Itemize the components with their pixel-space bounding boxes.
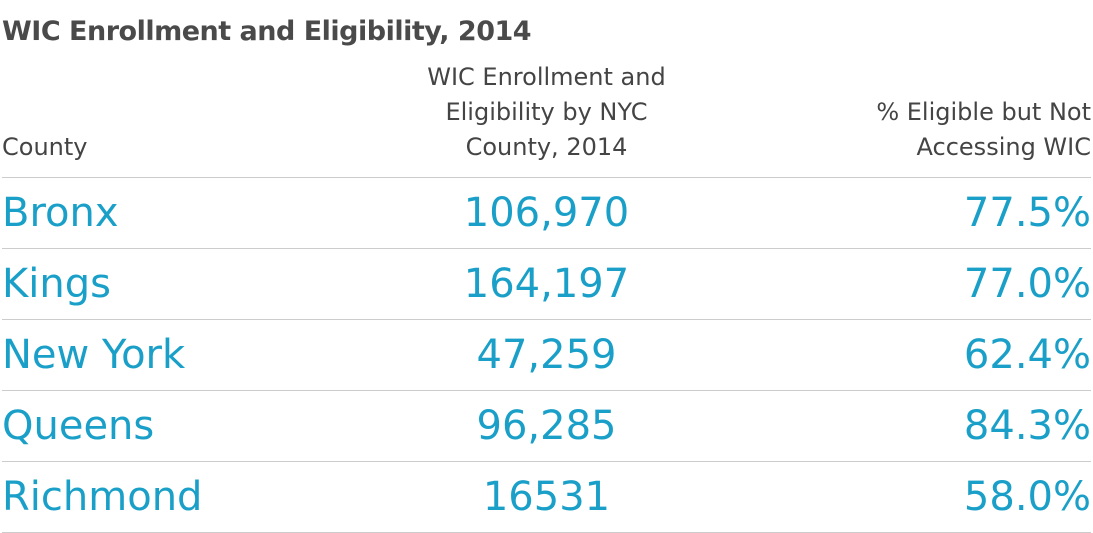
table-cell: 77.0% [731,248,1091,320]
page: WIC Enrollment and Eligibility, 2014 Cou… [2,16,1091,533]
table-cell: Kings [2,248,362,320]
header-row: County WIC Enrollment and Eligibility by … [2,60,1091,178]
column-header: County [2,60,362,178]
table-row: Bronx 106,970 77.5% [2,177,1091,249]
table-cell: 164,197 [361,248,732,320]
table-cell: New York [2,319,362,391]
table-cell: 47,259 [361,319,732,391]
table-cell: Richmond [2,461,362,533]
title: WIC Enrollment and Eligibility, 2014 [2,16,532,47]
table-cell: 96,285 [361,390,732,462]
table-cell: 62.4% [731,319,1091,391]
column-header: % Eligible but Not Accessing WIC [731,60,1091,178]
table-row: Queens 96,285 84.3% [2,390,1091,462]
table-body: Bronx 106,970 77.5% Kings 164,197 77.0% New Yo… [2,177,1091,533]
table-cell: 77.5% [731,177,1091,249]
table-cell: Queens [2,390,362,462]
table-cell: 16531 [361,461,732,533]
column-header: WIC Enrollment and Eligibility by NYC Co… [361,60,732,178]
table-cell: 84.3% [731,390,1091,462]
table-row: New York 47,259 62.4% [2,319,1091,391]
table-row: Richmond 16531 58.0% [2,461,1091,533]
table-row: Kings 164,197 77.0% [2,248,1091,320]
table-cell: 106,970 [361,177,732,249]
table-cell: Bronx [2,177,362,249]
table: County WIC Enrollment and Eligibility by … [2,60,1091,533]
table-cell: 58.0% [731,461,1091,533]
